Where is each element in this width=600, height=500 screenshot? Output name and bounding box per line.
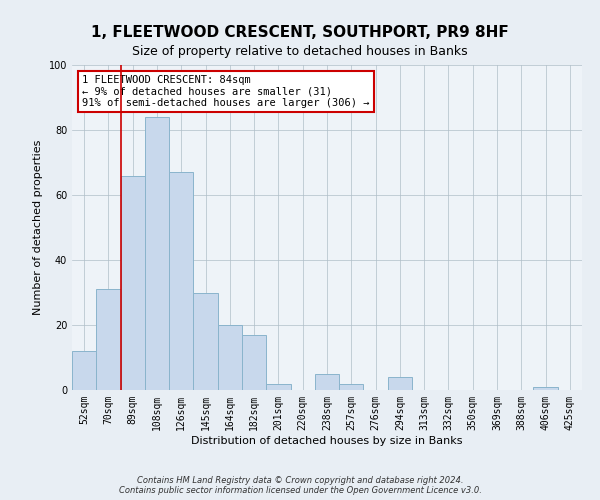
Bar [121,176,145,390]
Text: 1, FLEETWOOD CRESCENT, SOUTHPORT, PR9 8HF: 1, FLEETWOOD CRESCENT, SOUTHPORT, PR9 8H… [91,25,509,40]
Bar [145,117,169,390]
Bar [242,335,266,390]
Text: 1 FLEETWOOD CRESCENT: 84sqm
← 9% of detached houses are smaller (31)
91% of semi: 1 FLEETWOOD CRESCENT: 84sqm ← 9% of deta… [82,74,370,108]
Bar [339,384,364,390]
Text: Contains HM Land Registry data © Crown copyright and database right 2024.
Contai: Contains HM Land Registry data © Crown c… [119,476,481,495]
X-axis label: Distribution of detached houses by size in Banks: Distribution of detached houses by size … [191,436,463,446]
Bar [193,292,218,390]
Bar [169,172,193,390]
Y-axis label: Number of detached properties: Number of detached properties [33,140,43,315]
Bar [218,325,242,390]
Text: Size of property relative to detached houses in Banks: Size of property relative to detached ho… [132,45,468,58]
Bar [96,289,121,390]
Bar [388,377,412,390]
Bar [72,351,96,390]
Bar [266,384,290,390]
Bar [533,387,558,390]
Bar [315,374,339,390]
